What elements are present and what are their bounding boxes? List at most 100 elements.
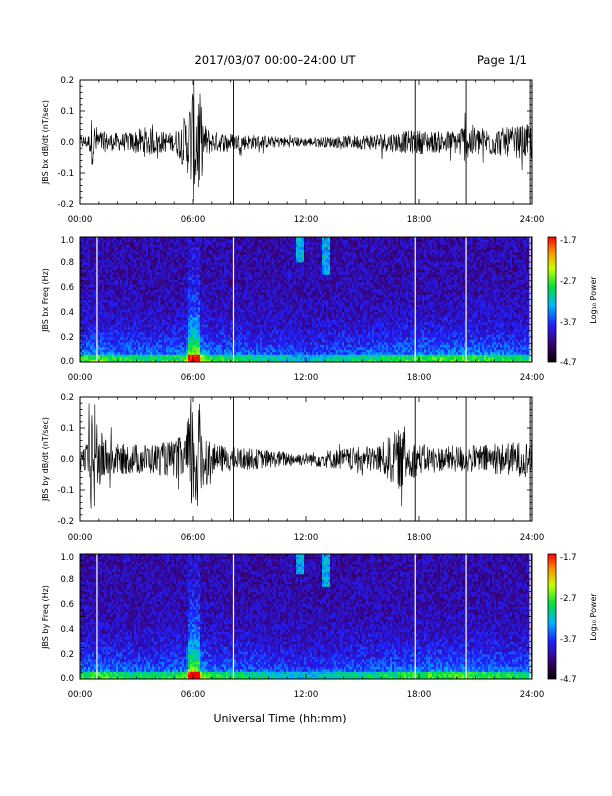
bx-spectrogram-cell — [180, 242, 182, 245]
bx-spectrogram-cell — [106, 280, 108, 283]
bx-spectrogram-cell — [244, 345, 246, 348]
bx-spectrogram-cell — [216, 300, 218, 303]
bx-spectrogram-cell — [114, 350, 116, 353]
bx-spectrogram-cell — [136, 272, 138, 275]
bx-spectrogram-cell — [264, 350, 266, 353]
bx-spectrogram-cell — [152, 287, 154, 290]
bx-spectrogram-cell — [150, 300, 152, 303]
bx-spectrogram-cell — [200, 335, 202, 338]
bx-spectrogram-cell — [122, 250, 124, 253]
bx-spectrogram-cell — [138, 322, 140, 325]
bx-spectrogram-cell — [238, 257, 240, 260]
bx-spectrogram-cell — [268, 347, 270, 350]
bx-spectrogram-cell — [156, 355, 158, 358]
bx-spectrogram-cell — [144, 355, 146, 358]
bx-spectrogram-cell — [124, 282, 126, 285]
bx-spectrogram-cell — [192, 342, 194, 345]
bx-spectrogram-cell — [238, 272, 240, 275]
bx-spectrogram-cell — [134, 322, 136, 325]
bx-spectrogram-cell — [270, 260, 272, 263]
bx-spectrogram-cell — [212, 315, 214, 318]
bx-spectrogram-cell — [212, 247, 214, 250]
bx-spectrogram-cell — [204, 240, 206, 243]
bx-spectrogram-cell — [182, 330, 184, 333]
bx-spectrogram-cell — [110, 330, 112, 333]
bx-spectrogram-cell — [234, 275, 236, 278]
bx-spectrogram-cell — [176, 280, 178, 283]
bx-spectrogram-cell — [194, 245, 196, 248]
bx-spectrogram-cell — [252, 350, 254, 353]
bx-spectrogram-cell — [216, 302, 218, 305]
bx-spectrogram-cell — [142, 277, 144, 280]
bx-spectrogram-cell — [218, 345, 220, 348]
bx-spectrogram-cell — [228, 322, 230, 325]
bx-spectrogram-cell — [148, 295, 150, 298]
bx-spectrogram-cell — [118, 305, 120, 308]
bx-spectrogram-cell — [156, 347, 158, 350]
bx-spectrogram-cell — [112, 267, 114, 270]
bx-spectrogram-cell — [130, 242, 132, 245]
bx-spectrogram-cell — [114, 310, 116, 313]
bx-spectrogram-cell — [126, 300, 128, 303]
bx-spectrogram-cell — [122, 332, 124, 335]
bx-spectrogram-cell — [110, 340, 112, 343]
bx-spectrogram-cell — [216, 262, 218, 265]
bx-spectrogram-cell — [214, 262, 216, 265]
bx-spectrogram-cell — [230, 340, 232, 343]
bx-spectrogram-cell — [184, 352, 186, 355]
bx-spectrogram-cell — [142, 312, 144, 315]
bx-spectrogram-cell — [88, 312, 90, 315]
bx-spectrogram-cell — [132, 265, 134, 268]
bx-spectrogram-cell — [256, 345, 258, 348]
bx-spectrogram-cell — [240, 307, 242, 310]
bx-spectrogram-cell — [210, 340, 212, 343]
bx-spectrogram-cell — [168, 242, 170, 245]
bx-spectrogram-cell — [228, 277, 230, 280]
bx-spectrogram-cell — [126, 285, 128, 288]
bx-spectrogram-cell — [234, 255, 236, 258]
bx-spectrogram-cell — [84, 262, 86, 265]
bx-spectrogram-cell — [152, 260, 154, 263]
bx-spectrogram-cell — [272, 320, 274, 323]
bx-spectrogram-cell — [224, 295, 226, 298]
bx-spectrogram-cell — [136, 297, 138, 300]
bx-spectrogram-cell — [202, 280, 204, 283]
bx-spectrogram-cell — [166, 305, 168, 308]
bx-spectrogram-cell — [112, 280, 114, 283]
bx-spectrogram-cell — [272, 295, 274, 298]
bx-spectrogram-cell — [258, 345, 260, 348]
bx-spectrogram-cell — [272, 255, 274, 258]
bx-spectrogram-cell — [134, 350, 136, 353]
bx-spectrogram-cell — [226, 350, 228, 353]
bx-spectrogram-cell — [266, 245, 268, 248]
bx-spectrogram-cell — [196, 272, 198, 275]
bx-spectrogram-cell — [184, 285, 186, 288]
bx-spectrogram-cell — [218, 292, 220, 295]
bx-spectrogram-cell — [108, 357, 110, 360]
bx-spectrogram-cell — [204, 337, 206, 340]
bx-spectrogram-cell — [176, 247, 178, 250]
bx-spectrogram-cell — [250, 327, 252, 330]
bx-spectrogram-cell — [268, 272, 270, 275]
bx-spectrogram-cell — [134, 320, 136, 323]
bx-spectrogram-cell — [272, 315, 274, 318]
bx-spectrogram-cell — [212, 325, 214, 328]
bx-spectrogram-cell — [260, 305, 262, 308]
bx-spectrogram-cell — [256, 355, 258, 358]
bx-spectrogram-cell — [214, 280, 216, 283]
bx-spectrogram-cell — [186, 270, 188, 273]
bx-spectrogram-cell — [222, 300, 224, 303]
bx-spectrogram-cell — [196, 275, 198, 278]
bx-spectrogram-cell — [176, 350, 178, 353]
bx-spectrogram-cell — [166, 255, 168, 258]
bx-spectrogram-cell — [124, 280, 126, 283]
bx-waveform-ytick-label: 0.0 — [60, 138, 74, 148]
bx-spectrogram-cell — [104, 257, 106, 260]
bx-spectrogram-cell — [184, 277, 186, 280]
bx-spectrogram-cell — [166, 297, 168, 300]
bx-spectrogram-cell — [200, 252, 202, 255]
bx-spectrogram-cell — [178, 322, 180, 325]
bx-spectrogram-cell — [260, 262, 262, 265]
bx-spectrogram-cell — [146, 310, 148, 313]
bx-spectrogram-cell — [240, 272, 242, 275]
